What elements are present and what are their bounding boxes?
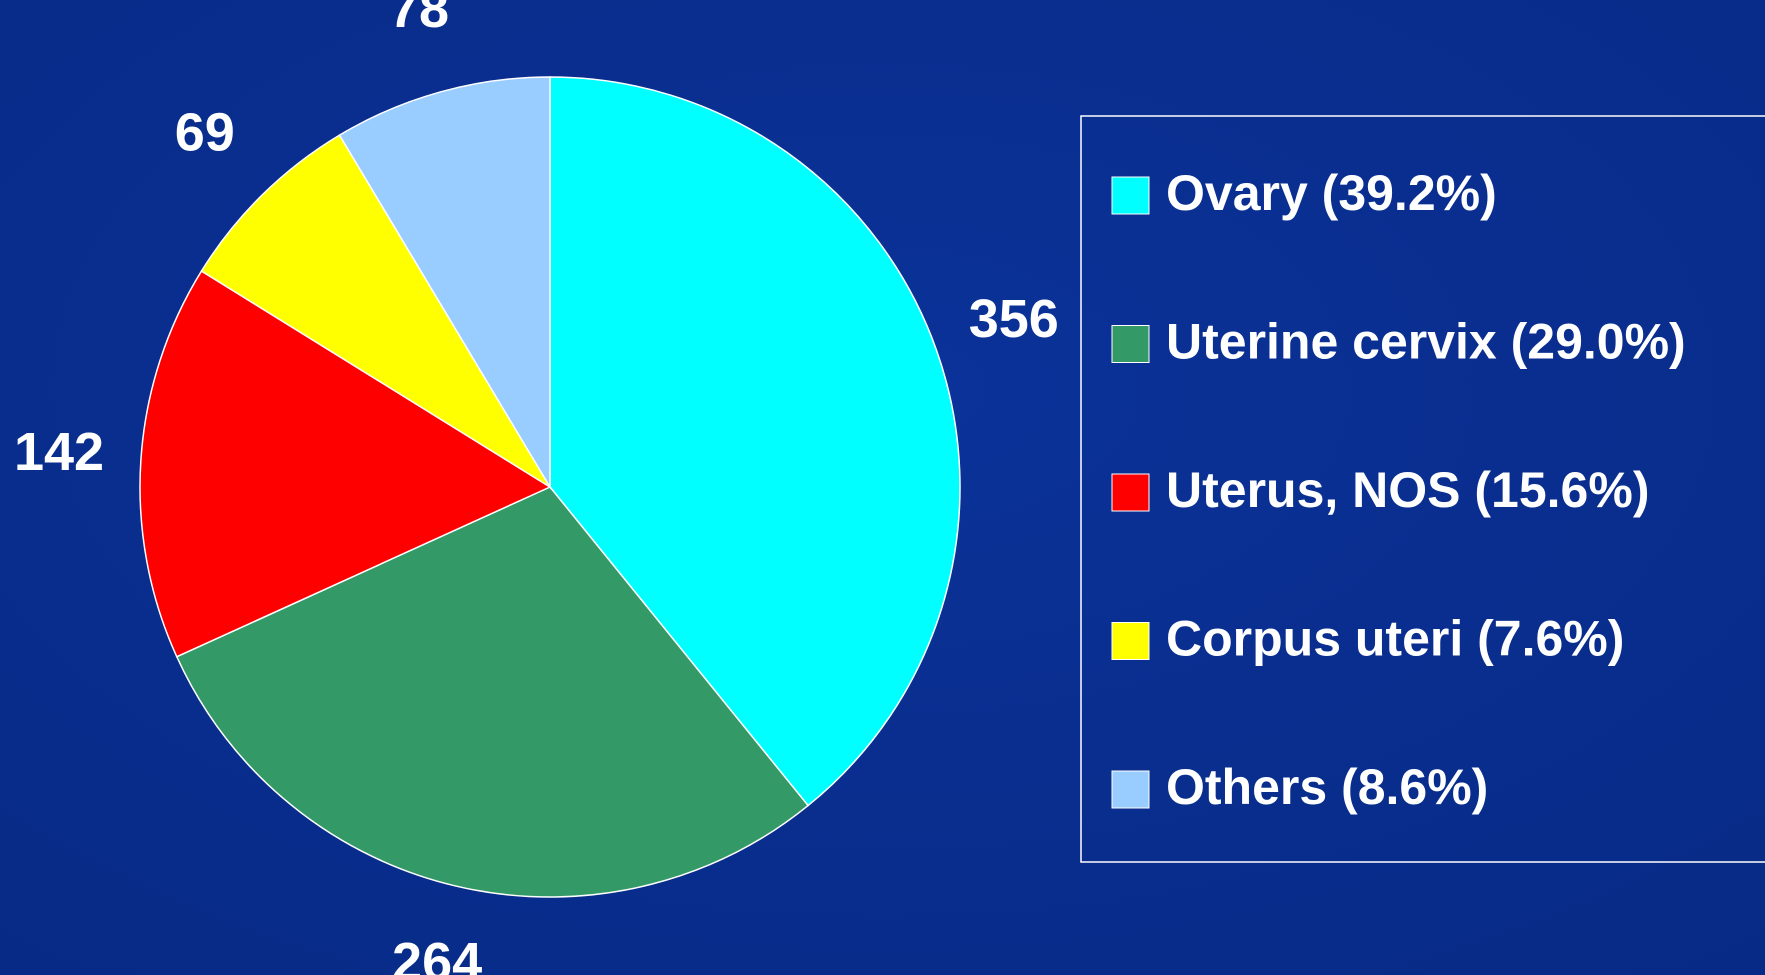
legend-label: Uterine cervix (29.0%) <box>1166 314 1686 370</box>
legend-label: Others (8.6%) <box>1166 759 1488 815</box>
data-label: 264 <box>392 932 482 975</box>
legend-swatch <box>1111 176 1150 215</box>
pie-slice <box>200 134 551 488</box>
legend-swatch <box>1111 770 1150 809</box>
legend-label: Corpus uteri (7.6%) <box>1166 611 1624 667</box>
legend-swatch <box>1111 473 1150 512</box>
data-label: 69 <box>175 103 235 163</box>
data-label: 142 <box>14 422 104 482</box>
legend-swatch <box>1111 622 1150 660</box>
pie-slice <box>175 486 810 898</box>
pie-slice <box>549 76 961 807</box>
legend-label: Uterus, NOS (15.6%) <box>1166 462 1649 518</box>
data-label: 356 <box>969 289 1059 349</box>
pie-slice <box>139 270 552 658</box>
data-label: 78 <box>389 0 449 39</box>
legend-box <box>1080 115 1765 863</box>
pie-slice <box>338 76 551 490</box>
legend-label: Ovary (39.2%) <box>1166 165 1497 221</box>
legend-swatch <box>1111 325 1150 363</box>
